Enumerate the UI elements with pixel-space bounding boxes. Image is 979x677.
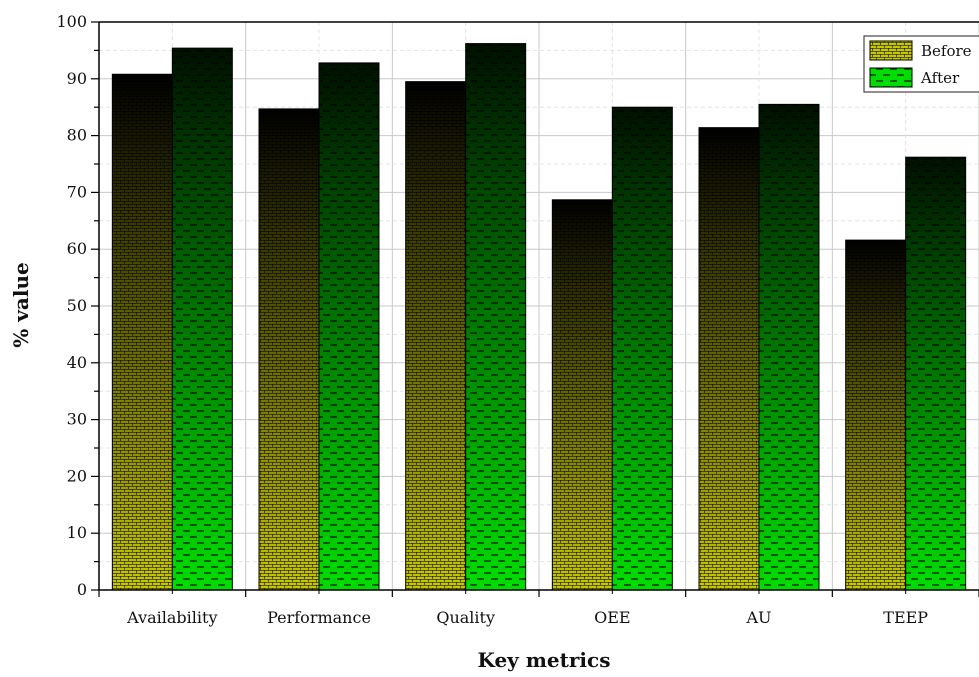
- legend: Before After: [863, 35, 979, 93]
- bar-pattern-after-availability: [171, 47, 233, 591]
- y-tick-label: 40: [67, 353, 87, 372]
- legend-swatch-after-pattern: [870, 68, 912, 87]
- bar-pattern-after-quality: [465, 43, 527, 591]
- bar-pattern-before-teep: [845, 239, 907, 591]
- y-axis-title: % value: [9, 262, 33, 347]
- y-tick-label: 50: [67, 296, 87, 315]
- y-tick-label: 70: [67, 182, 87, 201]
- bar-pattern-after-teep: [905, 156, 967, 591]
- bar-pattern-after-oee: [611, 106, 673, 591]
- y-tick-label: 90: [67, 69, 87, 88]
- bar-pattern-before-availability: [111, 73, 173, 591]
- legend-label-before: Before: [921, 42, 972, 60]
- x-tick-label: OEE: [594, 608, 630, 627]
- y-tick-label: 60: [67, 239, 87, 258]
- legend-label-after: After: [920, 69, 960, 87]
- bar-pattern-before-quality: [405, 81, 467, 591]
- x-tick-label: AU: [745, 608, 771, 627]
- x-tick-label: Performance: [267, 608, 371, 627]
- axes: 0 10 20 30 40 50 60 70 80 90 100 Availability Perfor…: [56, 12, 979, 627]
- bar-pattern-after-au: [758, 103, 820, 591]
- bar-pattern-before-oee: [551, 199, 613, 591]
- y-tick-label: 80: [67, 126, 87, 145]
- x-tick-label: Availability: [126, 608, 217, 627]
- y-tick-label: 20: [67, 466, 87, 485]
- bar-pattern-before-au: [698, 127, 760, 591]
- y-tick-label: 0: [77, 580, 87, 599]
- x-tick-label: TEEP: [883, 608, 928, 627]
- bar-pattern-before-performance: [258, 108, 320, 591]
- y-tick-label: 30: [67, 410, 87, 429]
- bars: [111, 43, 967, 591]
- x-tick-label: Quality: [436, 608, 495, 627]
- y-tick-label: 100: [56, 12, 87, 31]
- y-tick-label: 10: [67, 523, 87, 542]
- legend-swatch-before-pattern: [870, 41, 912, 60]
- bar-pattern-after-performance: [318, 62, 380, 591]
- x-axis-title: Key metrics: [478, 648, 611, 672]
